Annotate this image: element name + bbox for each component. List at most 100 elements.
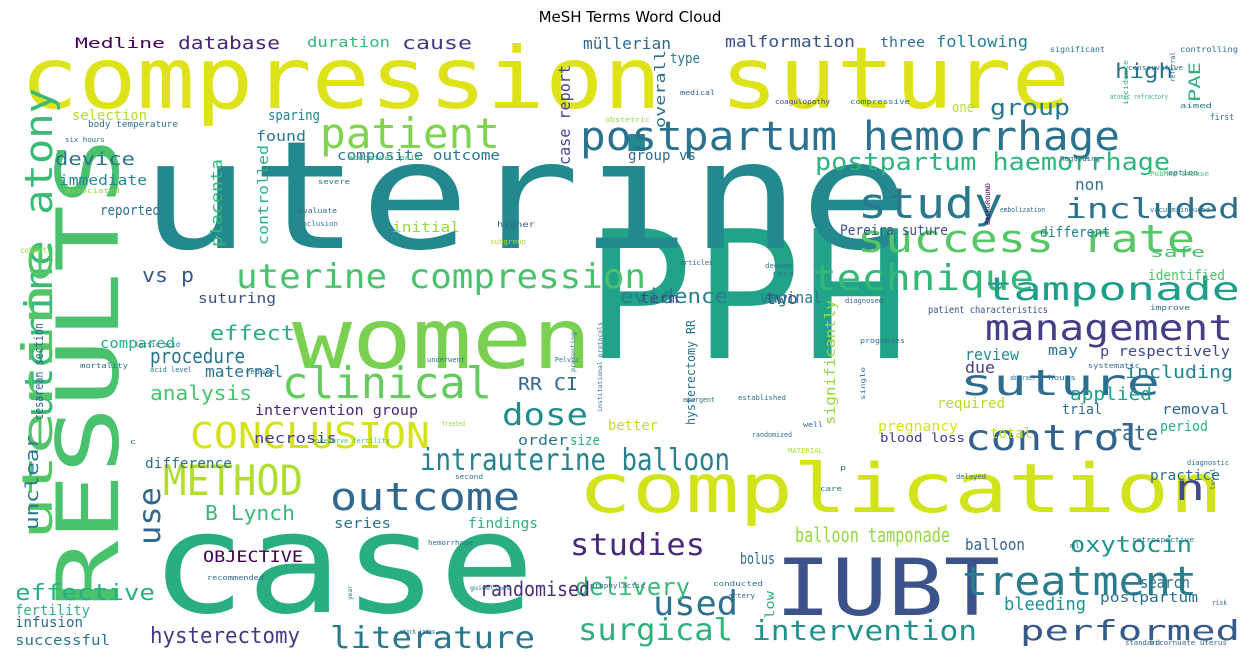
word-vs-p: vs p xyxy=(142,263,194,287)
word-prophylactic: prophylactic xyxy=(590,582,645,590)
word-tamponade: tamponade xyxy=(985,270,1240,308)
word-mortality: mortality xyxy=(80,362,128,370)
word-b-lynch: B Lynch xyxy=(205,501,295,525)
word-period: period xyxy=(1160,419,1208,435)
word-practice: practice xyxy=(1150,468,1220,484)
word-selection: selection xyxy=(72,108,147,124)
word-hours: hours xyxy=(1048,374,1076,382)
word-effect: effect xyxy=(210,321,295,345)
word-hemorrhage: hemorrhage xyxy=(428,539,473,547)
word-six-hours: six hours xyxy=(65,136,105,144)
word-high: high xyxy=(1115,59,1173,83)
word-two: two xyxy=(765,289,798,308)
word-search: search xyxy=(1140,573,1190,592)
word-composite-outcome: composite outcome xyxy=(337,148,500,164)
word-conducted: conducted xyxy=(713,580,763,588)
word-cause: cause xyxy=(402,33,472,54)
word-term: term xyxy=(640,291,678,307)
word-controlled: controlled xyxy=(256,145,272,245)
word-second: second xyxy=(455,473,483,481)
word-vaginal: vaginal xyxy=(760,288,822,307)
word-bleeding: bleeding xyxy=(1004,594,1086,615)
word-c: c xyxy=(130,438,136,446)
word-recommended: recommended xyxy=(207,574,264,582)
word-identified: identified xyxy=(1148,268,1225,284)
word-significantly: significantly xyxy=(823,300,839,425)
word-difference: difference xyxy=(145,456,232,472)
word-method: METHOD xyxy=(163,456,303,505)
word-use: use xyxy=(133,487,168,545)
word-randomised: randomised xyxy=(480,577,590,601)
word-ml: ml xyxy=(1070,542,1080,550)
word-postpartum-haemorrhage: postpartum haemorrhage xyxy=(815,148,1170,176)
word-conclusion: CONCLUSION xyxy=(190,416,430,457)
word-higher: higher xyxy=(497,220,535,229)
word-reported: reported xyxy=(100,203,160,219)
word-coagulopathy: coagulopathy xyxy=(775,98,830,106)
word-analysis: analysis xyxy=(150,381,252,405)
word-malformation: malformation xyxy=(725,32,855,51)
word-uterine: uterine xyxy=(17,240,62,540)
word-single: single xyxy=(860,366,867,400)
word-intervention-group: intervention group xyxy=(255,403,418,419)
word-body-temperature: body temperature xyxy=(88,120,178,130)
word-size: size xyxy=(570,433,600,449)
word-surgical: surgical xyxy=(578,613,733,648)
word-vacuum-induced: vacuum induced xyxy=(1150,206,1210,214)
word-found: found xyxy=(256,129,306,145)
word-pubmed-embase: PubMed Embase xyxy=(1150,170,1209,178)
word-systematic: systematic xyxy=(1088,362,1140,370)
word-case-report: case report xyxy=(555,65,574,165)
word-effective: effective xyxy=(17,581,155,606)
word-initial: initial xyxy=(392,220,460,236)
word-used: used xyxy=(653,584,738,624)
word-results: RESULTS xyxy=(39,138,139,608)
word-pph: PPH xyxy=(585,193,910,400)
word-institutional-protocols: institutional protocols xyxy=(597,322,604,412)
word-reduce: reduce xyxy=(245,368,275,376)
word-diagnosed: diagnosed xyxy=(845,297,883,305)
word-associated: associated xyxy=(65,187,120,195)
word-performed: performed xyxy=(1020,614,1240,647)
word-severe: severe xyxy=(318,178,350,186)
word-p-respectively: p respectively xyxy=(1100,344,1230,360)
word-following: following xyxy=(936,32,1028,51)
word-treatment: treatment xyxy=(962,559,1197,605)
word-three: three xyxy=(880,35,925,51)
word-uterine-atony: uterine atony xyxy=(17,88,61,418)
word-embolization: embolization xyxy=(1000,206,1045,214)
word-pregnancy: pregnancy xyxy=(878,419,958,435)
word-unclear: unclear xyxy=(22,435,43,530)
word-articles: articles xyxy=(680,259,713,267)
word-prognoses: prognoses xyxy=(860,337,905,345)
word-postpartum: postpartum xyxy=(1100,590,1198,606)
word-case: case xyxy=(150,483,535,646)
word-may: may xyxy=(1048,343,1078,359)
word-placenta: placenta xyxy=(207,159,226,247)
word-emergent: emergent xyxy=(683,396,715,404)
word-included: included xyxy=(1065,192,1240,225)
word-safe: safe xyxy=(1150,245,1205,261)
word-obstetric: obstetric xyxy=(605,116,650,124)
word-conservative: conservative xyxy=(1128,64,1183,72)
word-iubt: IUBT xyxy=(775,544,1000,634)
word-abdominal-pain: abdominal pain xyxy=(348,154,420,162)
word-women: women xyxy=(292,290,592,388)
word-removal: removal xyxy=(1162,402,1229,418)
word-hysterectomy-rr: hysterectomy RR xyxy=(684,319,698,425)
word-rare: rare xyxy=(772,270,794,278)
word-dose: dose xyxy=(502,398,588,433)
word-referral: referral xyxy=(1169,52,1177,82)
word-study: study xyxy=(858,179,1003,228)
word-deemed: deemed xyxy=(765,262,792,270)
word-literature: literature xyxy=(330,621,535,651)
word-intrauterine-balloon: intrauterine balloon xyxy=(420,443,730,478)
word-device: device xyxy=(55,149,135,170)
word-shock-index: shock index xyxy=(400,628,435,636)
word-suture: suture xyxy=(960,363,1160,404)
word-abstract: abstract xyxy=(1010,374,1035,382)
word-studies: studies xyxy=(570,528,705,563)
word-one: one xyxy=(952,100,974,116)
word-type: type xyxy=(670,51,700,67)
